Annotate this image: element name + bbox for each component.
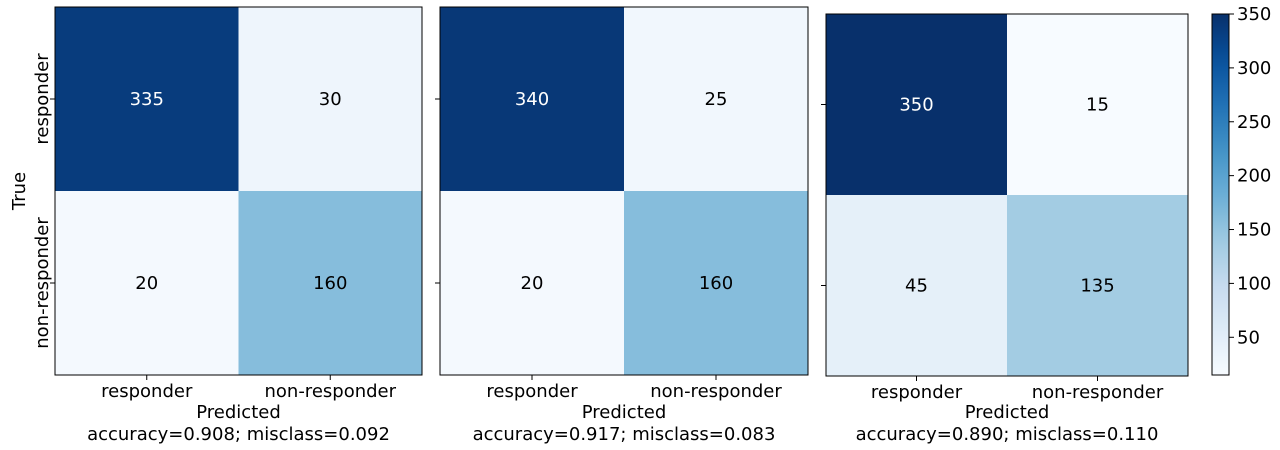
cell-value-label: 160 bbox=[699, 273, 733, 294]
x-tick-label: responder bbox=[871, 382, 963, 403]
cell-value-label: 30 bbox=[319, 89, 342, 110]
colorbar-tick-label: 300 bbox=[1237, 58, 1271, 79]
matrix-cell bbox=[440, 191, 624, 375]
x-axis-title: Predicted bbox=[196, 402, 281, 423]
cell-value-label: 350 bbox=[899, 95, 933, 116]
cell-value-label: 20 bbox=[135, 273, 158, 294]
matrix-cell bbox=[238, 7, 422, 191]
colorbar-tick-label: 150 bbox=[1237, 220, 1271, 241]
cell-value-label: 340 bbox=[515, 89, 549, 110]
y-tick-label: responder bbox=[32, 53, 53, 145]
matrix-cell bbox=[826, 195, 1007, 376]
cell-value-label: 20 bbox=[521, 273, 544, 294]
matrix-cell bbox=[238, 191, 422, 375]
cell-value-label: 25 bbox=[705, 89, 728, 110]
matrix-cell bbox=[826, 14, 1007, 195]
matrix-cell bbox=[55, 191, 239, 375]
cell-value-label: 335 bbox=[130, 89, 164, 110]
matrix-cell bbox=[624, 7, 808, 191]
x-tick-label: non-responder bbox=[264, 381, 396, 402]
colorbar-tick-label: 100 bbox=[1237, 273, 1271, 294]
x-axis-title: Predicted bbox=[582, 402, 667, 423]
y-axis-title: True bbox=[9, 172, 30, 211]
cell-value-label: 135 bbox=[1080, 276, 1114, 297]
matrix-cell bbox=[55, 7, 239, 191]
matrix-cell bbox=[1007, 195, 1188, 376]
cell-value-label: 15 bbox=[1086, 95, 1109, 116]
accuracy-subtitle: accuracy=0.908; misclass=0.092 bbox=[87, 424, 390, 445]
colorbar-tick-label: 350 bbox=[1237, 4, 1271, 25]
colorbar-gradient bbox=[1211, 13, 1230, 376]
cell-value-label: 45 bbox=[905, 276, 928, 297]
confusion-matrix-panel-1: 335 30 20 160 responder non-responder responde… bbox=[9, 6, 423, 445]
accuracy-subtitle: accuracy=0.890; misclass=0.110 bbox=[856, 424, 1159, 445]
axes-frame bbox=[825, 13, 1189, 377]
x-tick-label: responder bbox=[486, 381, 578, 402]
confusion-matrix-panel-3: 350 15 45 135 responder non-responderPredicte… bbox=[821, 13, 1189, 445]
confusion-matrix-panel-2: 340 25 20 160 responder non-responderPredicte… bbox=[435, 6, 809, 445]
colorbar-tick-label: 200 bbox=[1237, 166, 1271, 187]
colorbar-tick-label: 50 bbox=[1237, 327, 1260, 348]
y-tick-label: non-responder bbox=[32, 217, 53, 349]
x-axis-title: Predicted bbox=[965, 402, 1050, 423]
matrix-cell bbox=[624, 191, 808, 375]
matrix-cell bbox=[1007, 14, 1188, 195]
axes-frame bbox=[54, 6, 423, 376]
x-tick-label: non-responder bbox=[650, 381, 782, 402]
cell-value-label: 160 bbox=[313, 273, 347, 294]
axes-frame bbox=[439, 6, 809, 376]
colorbar-tick-label: 250 bbox=[1237, 112, 1271, 133]
colorbar: 50 100 150 200 250 300 350 bbox=[1211, 4, 1271, 376]
matrix-cell bbox=[440, 7, 624, 191]
accuracy-subtitle: accuracy=0.917; misclass=0.083 bbox=[473, 424, 776, 445]
x-tick-label: responder bbox=[101, 381, 193, 402]
x-tick-label: non-responder bbox=[1032, 382, 1164, 403]
